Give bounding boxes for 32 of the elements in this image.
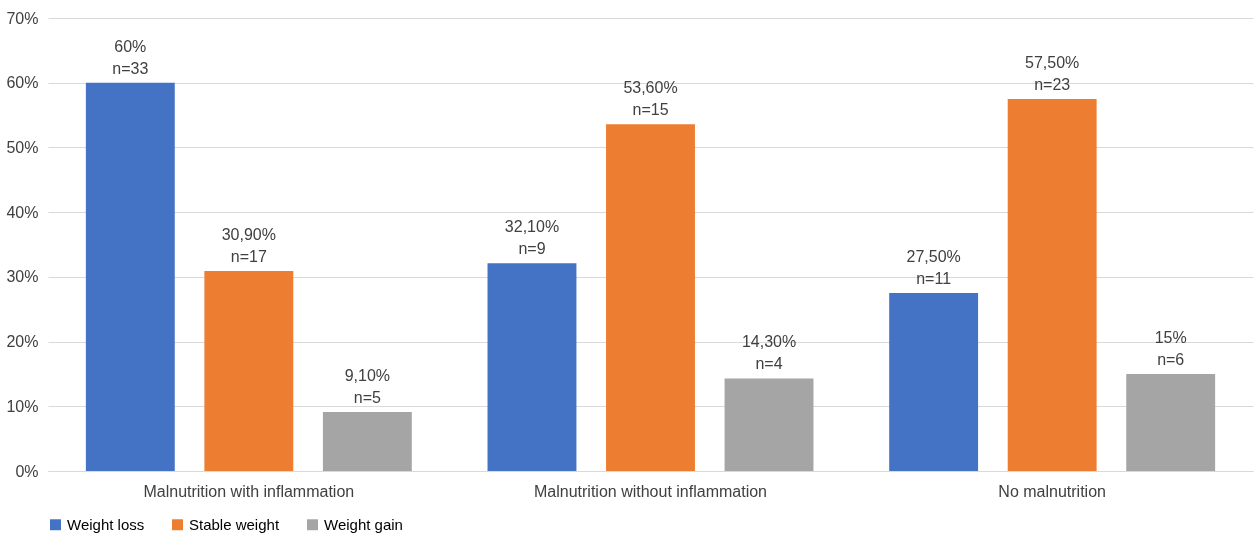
y-tick-label: 60% bbox=[6, 74, 39, 92]
x-tick-label: Malnutrition with inflammation bbox=[143, 482, 355, 500]
bar bbox=[204, 271, 294, 471]
legend-label: Weight loss bbox=[67, 515, 145, 533]
x-tick-label: No malnutrition bbox=[998, 482, 1106, 500]
x-tick-label: Malnutrition without inflammation bbox=[534, 482, 767, 500]
y-tick-label: 40% bbox=[6, 203, 39, 221]
y-tick-label: 70% bbox=[6, 9, 39, 27]
y-tick-label: 0% bbox=[15, 462, 39, 480]
data-label: 15% n=6 bbox=[1154, 328, 1187, 368]
data-label: 53,60% n=15 bbox=[623, 79, 678, 119]
y-tick-label: 30% bbox=[6, 268, 39, 286]
bar bbox=[85, 82, 175, 471]
bar bbox=[322, 412, 412, 471]
bar bbox=[724, 378, 814, 471]
y-tick-label: 50% bbox=[6, 138, 39, 156]
bar bbox=[487, 263, 577, 471]
bar bbox=[1007, 98, 1097, 471]
y-tick-label: 20% bbox=[6, 333, 39, 351]
data-label: 30,90% n=17 bbox=[221, 226, 276, 266]
data-label: 57,50% n=23 bbox=[1025, 53, 1080, 93]
data-label: 14,30% n=4 bbox=[741, 333, 797, 373]
bar bbox=[1126, 373, 1216, 471]
data-label: 27,50% n=11 bbox=[906, 248, 961, 288]
data-label: 32,10% n=9 bbox=[504, 218, 560, 258]
data-label: 9,10% n=5 bbox=[344, 367, 391, 407]
bar bbox=[606, 124, 695, 471]
legend-label: Stable weight bbox=[189, 515, 280, 533]
y-tick-label: 10% bbox=[6, 397, 39, 415]
legend-label: Weight gain bbox=[324, 515, 403, 533]
data-label: 60% n=33 bbox=[112, 37, 149, 77]
bar bbox=[889, 293, 979, 471]
